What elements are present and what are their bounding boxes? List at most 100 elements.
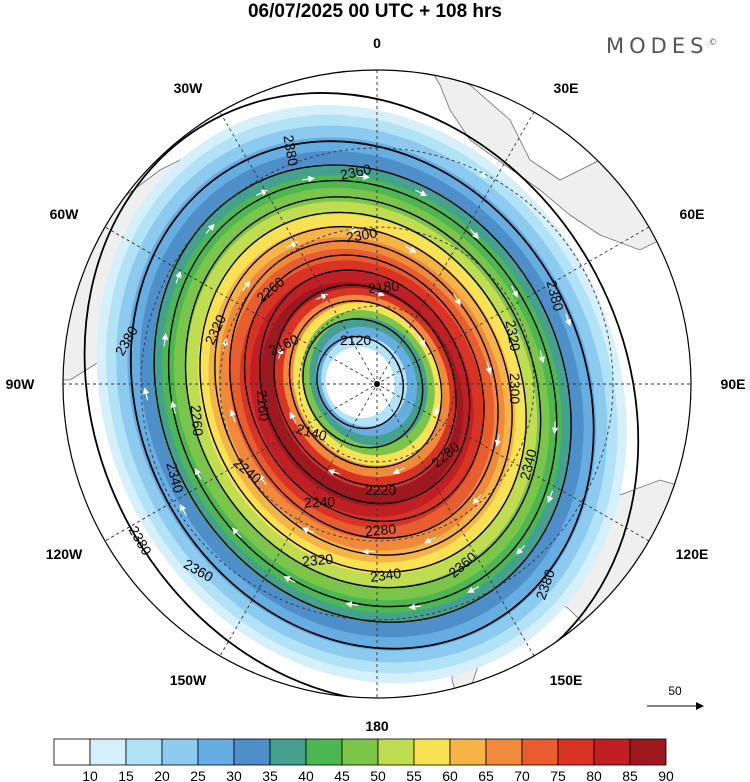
colorbar-swatch (197, 738, 235, 766)
wind-vector (345, 601, 359, 608)
contour-2180 (273, 284, 457, 487)
lon-label-30w: 30W (174, 80, 204, 96)
colorbar-swatch (233, 738, 271, 766)
lon-label-150e: 150E (550, 672, 583, 688)
lon-label-180: 180 (365, 718, 389, 734)
contour-2200 (259, 269, 471, 505)
contour-2320 (167, 179, 558, 608)
colorbar-tick-label: 25 (190, 768, 206, 782)
wind-vectors (142, 168, 572, 611)
wind-vector (356, 173, 370, 180)
map-border (62, 69, 692, 699)
wind-vector (433, 404, 440, 417)
contour-label: 2340 (369, 565, 402, 585)
wind-vector (283, 576, 296, 583)
colorbar-swatch (413, 738, 451, 766)
contour-label: 2300 (345, 224, 379, 245)
contour-label: 2340 (163, 460, 187, 494)
reference-vector-label: 50 (668, 684, 682, 698)
wind-vector (327, 468, 340, 476)
colorbar-swatch (269, 738, 307, 766)
contour-2340 (153, 164, 572, 623)
reference-vector: 50 (647, 684, 704, 710)
colorbar-swatch (89, 738, 127, 766)
wind-vector (453, 293, 461, 306)
wind-vector (469, 228, 479, 239)
colorbar-swatch (521, 738, 559, 766)
lon-label-150w: 150W (170, 672, 207, 688)
wind-vector (408, 603, 422, 611)
wind-vector (424, 536, 436, 544)
colorbar-tick-label: 70 (514, 768, 530, 782)
wind-vector (564, 313, 572, 327)
contour-label: 2160 (254, 389, 273, 422)
contour-label: 2280 (364, 521, 397, 540)
contour-label: 2320 (301, 551, 334, 570)
colorbar-tick-label: 40 (298, 768, 314, 782)
map-title: 06/07/2025 00 UTC + 108 hrs (247, 1, 503, 22)
contour-label: 2240 (304, 493, 336, 510)
wind-vector (372, 290, 385, 297)
contour-2120 (316, 335, 404, 430)
wind-vector (180, 504, 187, 516)
colorbar-swatch (53, 738, 91, 766)
contour-label: 2360 (339, 161, 373, 183)
colorbar-tick-label: 55 (406, 768, 422, 782)
lon-label-120e: 120E (676, 546, 709, 562)
contour-2220 (243, 254, 485, 522)
wind-vector (405, 245, 417, 253)
colorbar-tick-label: 85 (622, 768, 638, 782)
pole-marker (374, 381, 380, 387)
wind-vector (231, 527, 242, 538)
colorbar-tick-label: 35 (262, 768, 278, 782)
contour-label: 2380 (280, 134, 301, 168)
lon-label-120w: 120W (46, 546, 83, 562)
lon-label-90w: 90W (6, 376, 36, 392)
wind-vector (547, 490, 554, 504)
landmass-africa (429, 70, 661, 251)
contour-2280 (199, 211, 527, 573)
colorbar-tick-label: 75 (550, 768, 566, 782)
colorbar-swatch (161, 738, 199, 766)
colorbar-swatch (377, 738, 415, 766)
wind-vector (476, 168, 487, 179)
brand-mark: © (708, 38, 718, 48)
colorbar: 10 15 20 25 30 35 40 45 50 55 60 65 70 75 80 85 90 (53, 738, 674, 782)
wind-vector (277, 347, 284, 360)
colorbar-swatch (449, 738, 487, 766)
contour-label: 2180 (367, 278, 400, 297)
wind-vector (205, 223, 215, 234)
colorbar-tick-label: 60 (442, 768, 458, 782)
colorbar-swatch (593, 738, 631, 766)
wind-vector (241, 280, 251, 292)
colorbar-tick-label: 50 (370, 768, 386, 782)
wind-vector (511, 285, 518, 298)
wind-speed-fill (96, 104, 627, 684)
wind-vector (257, 474, 267, 485)
contour-2160 (288, 300, 443, 469)
contour-labels: 2380 2380 2380 2380 2380 2360 2360 2360 … (112, 134, 567, 602)
lon-label-60w: 60W (50, 206, 80, 222)
colorbar-tick-label: 30 (226, 768, 242, 782)
lon-label-0: 0 (373, 35, 381, 51)
colorbar-swatch (629, 738, 667, 766)
wind-vector (467, 586, 480, 593)
wind-vector (302, 175, 315, 183)
lon-label-60e: 60E (680, 206, 705, 222)
contour-2140 (302, 318, 424, 449)
wind-vector (361, 548, 376, 555)
wind-vector (229, 409, 236, 423)
wind-vector (494, 433, 502, 447)
wind-vector (392, 467, 405, 474)
contour-label: 2380 (543, 278, 567, 312)
contour-label: 2120 (340, 332, 371, 348)
wind-vector (551, 421, 559, 435)
contour-label: 2220 (365, 482, 396, 498)
wind-vector (516, 544, 526, 555)
colorbar-tick-label: 15 (118, 768, 134, 782)
wind-vector (472, 494, 482, 505)
contour-label: 2320 (503, 319, 524, 353)
contour-2300 (184, 196, 542, 589)
wind-vector (175, 270, 182, 284)
